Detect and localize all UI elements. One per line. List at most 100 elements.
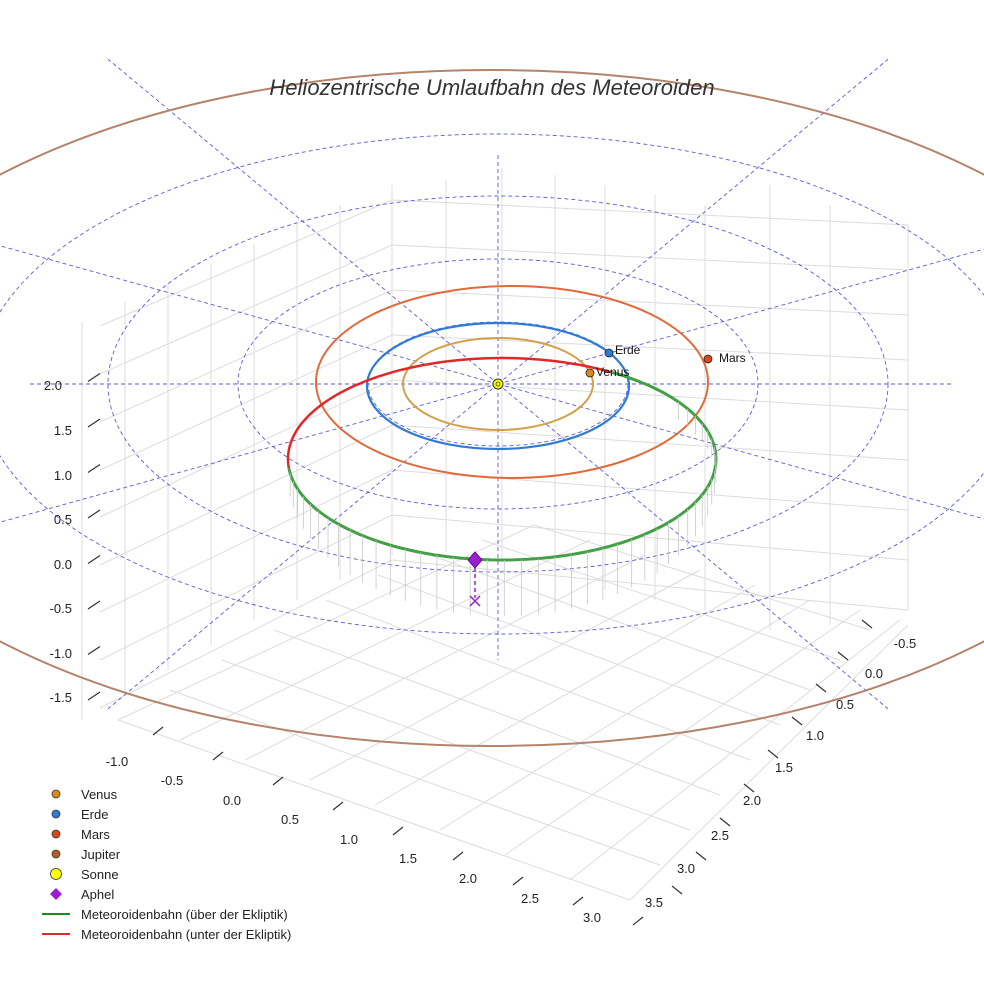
z-tick-label: 2.0: [44, 378, 62, 393]
reference-spoke: [0, 245, 499, 385]
x-tick-mark: [392, 826, 404, 836]
grid-line: [99, 289, 393, 423]
legend-item: Mars: [51, 827, 110, 842]
grid-line: [99, 244, 393, 375]
planet-marker-venus: [585, 368, 595, 378]
legend-circle-icon: [51, 789, 61, 799]
legend-item: Sonne: [50, 867, 119, 882]
meteoroid-orbit-below: [286, 356, 612, 469]
x-tick-mark: [212, 751, 224, 761]
grid-line: [244, 554, 646, 761]
y-tick-mark: [861, 619, 873, 629]
legend-label: Meteoroidenbahn (über der Ekliptik): [81, 907, 288, 922]
grid-line: [391, 379, 909, 411]
x-tick-mark: [512, 876, 524, 886]
grid-line: [169, 689, 661, 866]
x-tick-mark: [632, 916, 644, 926]
legend-label: Aphel: [81, 887, 114, 902]
grid-line: [377, 574, 781, 726]
legend: Venus Erde Mars Jupiter Sonne Aphel Meteoroide…: [42, 787, 291, 942]
y-tick-label: 2.0: [743, 793, 761, 808]
grid-line: [273, 629, 721, 796]
grid-line: [391, 289, 909, 316]
grid-line: [439, 599, 811, 831]
y-tick-mark: [767, 749, 779, 759]
z-tick-mark: [87, 646, 101, 655]
grid-line: [391, 424, 909, 461]
z-tick-mark: [87, 691, 101, 701]
polar-reference-grid: [0, 58, 984, 710]
z-tick-label: 1.5: [54, 423, 72, 438]
aphel-projection-marker: [469, 595, 481, 607]
reference-spoke: [107, 383, 499, 710]
grid-line: [569, 619, 901, 881]
grid-line: [117, 719, 631, 901]
x-tick-mark: [452, 851, 464, 861]
legend-item: Venus: [51, 787, 118, 802]
x-tick-mark: [332, 801, 344, 811]
y-tick-mark: [837, 651, 849, 661]
legend-label: Mars: [81, 827, 110, 842]
sun-marker: [492, 378, 504, 390]
x-tick-label: 3.0: [583, 910, 601, 925]
x-tick-mark: [572, 896, 584, 906]
grid-line: [429, 554, 811, 691]
grid-line: [99, 379, 393, 518]
z-tick-mark: [87, 600, 101, 610]
planet-marker-erde: [604, 348, 614, 358]
orbits-layer: [0, 69, 984, 747]
z-tick-label: 0.0: [54, 557, 72, 572]
grid-line: [481, 539, 841, 661]
planet-label-mars: Mars: [719, 351, 746, 365]
grid-line: [179, 539, 591, 741]
grid-line: [391, 559, 909, 611]
y-tick-mark: [815, 683, 827, 693]
reference-spoke: [107, 58, 499, 385]
legend-circle-icon: [51, 829, 61, 839]
y-tick-label: 3.0: [677, 861, 695, 876]
z-tick-mark: [87, 509, 101, 519]
planet-label-venus: Venus: [596, 365, 629, 379]
x-tick-mark: [152, 726, 164, 736]
meteoroid-orbit-above: [287, 370, 718, 562]
legend-diamond-icon: [50, 888, 62, 900]
grid-layer: [81, 168, 909, 901]
z-tick-mark: [87, 464, 101, 473]
grid-line: [325, 599, 751, 761]
y-tick-label: -0.5: [894, 636, 916, 651]
chart-title: Heliozentrische Umlaufbahn des Meteoroid…: [269, 75, 714, 100]
legend-label: Erde: [81, 807, 108, 822]
legend-sun-icon: [50, 868, 62, 880]
orbit-erde: [365, 321, 631, 451]
grid-line: [99, 199, 393, 327]
reference-spoke: [497, 248, 984, 385]
planet-label-erde: Erde: [615, 343, 641, 357]
z-tick-label: -0.5: [50, 601, 72, 616]
sun-marker-core: [495, 381, 501, 387]
legend-label: Venus: [81, 787, 118, 802]
grid-line: [391, 334, 909, 361]
axis-ticks: -1.5 -1.0 -0.5 0.0 0.5 1.0 1.5 2.0 -1.0 -0.5 0.0 0.…: [44, 373, 916, 926]
x-tick-label: 0.5: [281, 812, 299, 827]
x-tick-label: 1.5: [399, 851, 417, 866]
grid-line: [391, 514, 909, 561]
y-tick-mark: [695, 851, 707, 861]
grid-line: [99, 514, 393, 661]
x-tick-label: -1.0: [106, 754, 128, 769]
legend-item: Aphel: [50, 887, 114, 902]
orbit-mars: [315, 285, 709, 479]
y-tick-mark: [719, 817, 731, 827]
legend-label: Meteoroidenbahn (unter der Ekliptik): [81, 927, 291, 942]
y-tick-label: 0.5: [836, 697, 854, 712]
y-tick-mark: [743, 783, 755, 793]
z-tick-label: 1.0: [54, 468, 72, 483]
legend-item: Jupiter: [51, 847, 121, 862]
y-tick-mark: [791, 716, 803, 726]
y-tick-label: 3.5: [645, 895, 663, 910]
y-tick-mark: [671, 885, 683, 895]
z-tick-mark: [87, 373, 101, 382]
legend-item: Meteoroidenbahn (über der Ekliptik): [42, 907, 288, 922]
x-tick-label: 1.0: [340, 832, 358, 847]
